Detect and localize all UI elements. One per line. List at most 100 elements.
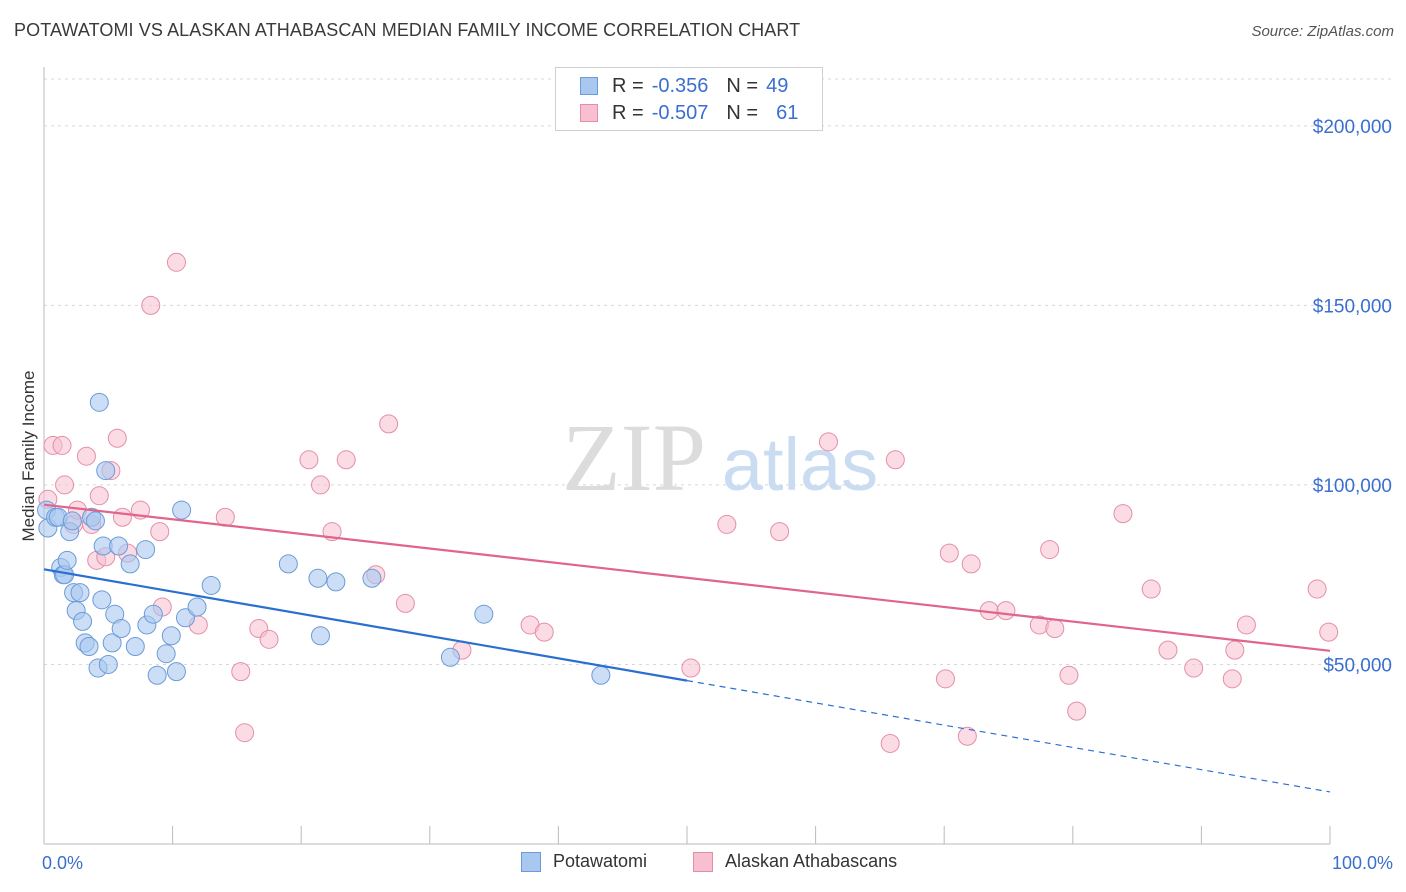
data-point-potawatomi	[89, 392, 109, 412]
data-point-alaskan-athabascans	[1319, 622, 1339, 642]
data-point-potawatomi	[70, 583, 90, 603]
r-value: -0.507	[651, 101, 709, 124]
stats-row-alaskan-athabascans: R = -0.507 N = 61	[580, 100, 798, 126]
data-point-potawatomi	[474, 604, 494, 624]
data-point-alaskan-athabascans	[310, 475, 330, 495]
stats-box: R = -0.356 N = 49 R = -0.507 N = 61	[555, 67, 823, 131]
n-value: 61	[776, 101, 799, 124]
data-point-potawatomi	[79, 637, 99, 657]
data-point-potawatomi	[136, 540, 156, 560]
trend-line-potawatomi	[43, 568, 688, 682]
data-point-alaskan-athabascans	[534, 622, 554, 642]
data-point-potawatomi	[85, 511, 105, 531]
stats-swatch-alaskan-athabascans	[580, 104, 598, 122]
data-point-potawatomi	[109, 536, 129, 556]
legend: Potawatomi Alaskan Athabascans	[0, 851, 1406, 877]
data-point-alaskan-athabascans	[141, 295, 161, 315]
data-point-alaskan-athabascans	[1067, 701, 1087, 721]
data-point-potawatomi	[166, 662, 186, 682]
data-point-potawatomi	[278, 554, 298, 574]
data-point-alaskan-athabascans	[1158, 640, 1178, 660]
data-point-potawatomi	[187, 597, 207, 617]
data-point-alaskan-athabascans	[52, 435, 72, 455]
data-point-potawatomi	[156, 644, 176, 664]
data-point-potawatomi	[102, 633, 122, 653]
data-point-alaskan-athabascans	[1184, 658, 1204, 678]
data-point-alaskan-athabascans	[166, 252, 186, 272]
potawatomi-points	[37, 392, 611, 685]
data-point-potawatomi	[362, 568, 382, 588]
data-point-potawatomi	[310, 626, 330, 646]
data-point-potawatomi	[308, 568, 328, 588]
data-point-alaskan-athabascans	[55, 475, 75, 495]
data-point-alaskan-athabascans	[681, 658, 701, 678]
data-point-potawatomi	[73, 611, 93, 631]
data-point-potawatomi	[143, 604, 163, 624]
data-point-alaskan-athabascans	[935, 669, 955, 689]
x-tick-labels: 0.0% 100.0%	[42, 853, 1393, 873]
n-label: N =	[726, 74, 759, 97]
data-point-potawatomi	[591, 665, 611, 685]
data-point-alaskan-athabascans	[1307, 579, 1327, 599]
data-point-alaskan-athabascans	[76, 446, 96, 466]
x-tick-label: 100.0%	[1332, 853, 1393, 873]
data-point-alaskan-athabascans	[1059, 665, 1079, 685]
n-label: N =	[726, 101, 759, 124]
data-point-alaskan-athabascans	[395, 593, 415, 613]
data-point-alaskan-athabascans	[957, 726, 977, 746]
data-point-alaskan-athabascans	[880, 733, 900, 753]
r-label: R =	[612, 101, 644, 124]
data-point-alaskan-athabascans	[770, 522, 790, 542]
y-tick-label: $200,000	[1313, 117, 1392, 138]
chart-title: POTAWATOMI VS ALASKAN ATHABASCAN MEDIAN …	[14, 20, 801, 40]
legend-swatch-potawatomi	[521, 851, 541, 872]
stats-swatch-potawatomi	[580, 77, 598, 95]
watermark-atlas: atlas	[722, 423, 878, 506]
data-point-alaskan-athabascans	[336, 450, 356, 470]
y-tick-label: $100,000	[1313, 476, 1392, 497]
r-value: -0.356	[651, 74, 709, 97]
data-point-potawatomi	[62, 511, 82, 531]
data-point-potawatomi	[98, 654, 118, 674]
data-point-alaskan-athabascans	[1141, 579, 1161, 599]
data-point-alaskan-athabascans	[1045, 619, 1065, 639]
data-point-potawatomi	[120, 554, 140, 574]
zipatlas-watermark: ZIP atlas	[562, 404, 878, 511]
data-point-alaskan-athabascans	[150, 522, 170, 542]
trend-lines	[43, 503, 1331, 793]
data-point-potawatomi	[111, 619, 131, 639]
data-point-alaskan-athabascans	[885, 450, 905, 470]
data-point-alaskan-athabascans	[1225, 640, 1245, 660]
data-point-alaskan-athabascans	[107, 428, 127, 448]
trend-line-alaskan-athabascans	[43, 503, 1331, 652]
stats-row-potawatomi: R = -0.356 N = 49	[580, 73, 788, 99]
data-point-alaskan-athabascans	[717, 514, 737, 534]
y-tick-label: $50,000	[1323, 655, 1392, 676]
data-point-potawatomi	[326, 572, 346, 592]
data-point-alaskan-athabascans	[112, 507, 132, 527]
data-point-potawatomi	[161, 626, 181, 646]
data-point-alaskan-athabascans	[1040, 540, 1060, 560]
r-label: R =	[612, 74, 644, 97]
data-point-potawatomi	[57, 550, 77, 570]
data-point-alaskan-athabascans	[235, 723, 255, 743]
data-point-alaskan-athabascans	[939, 543, 959, 563]
y-tick-label: $150,000	[1313, 296, 1392, 317]
data-point-potawatomi	[440, 647, 460, 667]
legend-item-alaskan-athabascans: Alaskan Athabascans	[693, 851, 897, 872]
data-point-potawatomi	[147, 665, 167, 685]
data-point-alaskan-athabascans	[299, 450, 319, 470]
legend-label-potawatomi: Potawatomi	[553, 851, 648, 871]
data-point-alaskan-athabascans	[231, 662, 251, 682]
grid-lines	[44, 78, 1394, 665]
legend-label-alaskan-athabascans: Alaskan Athabascans	[725, 851, 898, 871]
data-point-alaskan-athabascans	[818, 432, 838, 452]
data-point-alaskan-athabascans	[961, 554, 981, 574]
data-point-alaskan-athabascans	[1236, 615, 1256, 635]
data-point-alaskan-athabascans	[89, 486, 109, 506]
n-value: 49	[766, 74, 789, 97]
data-point-alaskan-athabascans	[996, 601, 1016, 621]
data-point-alaskan-athabascans	[1222, 669, 1242, 689]
data-point-alaskan-athabascans	[379, 414, 399, 434]
